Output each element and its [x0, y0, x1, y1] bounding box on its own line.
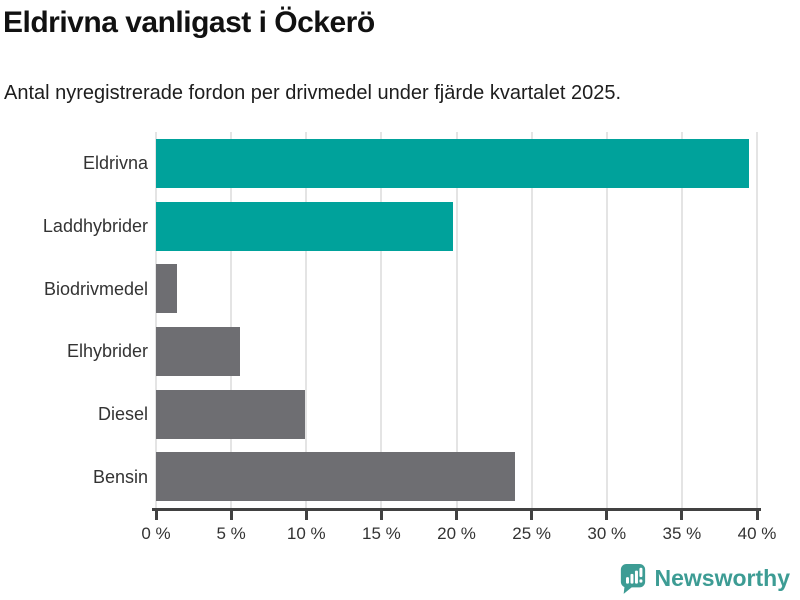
axis-tick	[680, 511, 684, 520]
axis-tick-label: 15 %	[362, 524, 401, 543]
brand-footer[interactable]: Newsworthy	[619, 563, 790, 594]
axis-tick	[379, 511, 383, 520]
chart-title: Eldrivna vanligast i Öckerö	[3, 6, 375, 39]
bar-elhybrider	[156, 326, 241, 376]
axis-tick	[154, 511, 158, 520]
axis-tick-label: 30 %	[587, 524, 627, 543]
gridline	[230, 132, 233, 508]
gridline	[305, 132, 308, 508]
brand-name: Newsworthy	[654, 565, 790, 591]
category-label: Diesel	[97, 404, 148, 424]
gridline	[455, 132, 458, 508]
axis-tick-label: 0 %	[141, 524, 171, 543]
axis-tick-label: 25 %	[512, 524, 551, 543]
axis-tick-label: 35 %	[662, 524, 702, 543]
gridline	[155, 132, 157, 508]
bar-diesel	[156, 389, 305, 439]
newsworthy-logo-icon	[620, 564, 645, 594]
chart-subtitle: Antal nyregistrerade fordon per drivmede…	[4, 82, 622, 104]
axis-tick	[755, 511, 759, 520]
axis-line	[152, 508, 761, 511]
axis-tick	[229, 511, 233, 520]
value-axis: 0 % 5 % 10 % 15 % 20 % 25 % 30 % 35 % 40 %	[141, 508, 776, 558]
category-axis: Eldrivna Laddhybrider Biodrivmedel Elhybrid…	[0, 132, 148, 508]
gridline	[605, 132, 608, 508]
gridline	[680, 132, 683, 508]
axis-tick-label: 40 %	[737, 524, 777, 543]
gridline	[756, 132, 758, 508]
category-label: Biodrivmedel	[43, 278, 148, 299]
gridline	[530, 132, 533, 508]
bar-bensin	[156, 452, 516, 502]
axis-tick	[605, 511, 609, 520]
bar-laddhybrider	[156, 201, 454, 251]
category-label: Eldrivna	[82, 153, 148, 174]
category-label: Laddhybrider	[42, 216, 148, 236]
axis-tick-label: 20 %	[437, 524, 476, 543]
gridline	[380, 132, 383, 508]
axis-tick-label: 5 %	[216, 524, 246, 543]
category-label: Elhybrider	[66, 341, 148, 362]
axis-tick	[304, 511, 308, 520]
plot-area	[155, 132, 758, 508]
bar-biodrivmedel	[156, 264, 178, 314]
axis-tick	[530, 511, 534, 520]
category-label: Bensin	[92, 466, 148, 487]
axis-tick-label: 10 %	[286, 524, 326, 543]
bar-eldrivna	[156, 138, 750, 188]
axis-tick	[455, 511, 458, 520]
